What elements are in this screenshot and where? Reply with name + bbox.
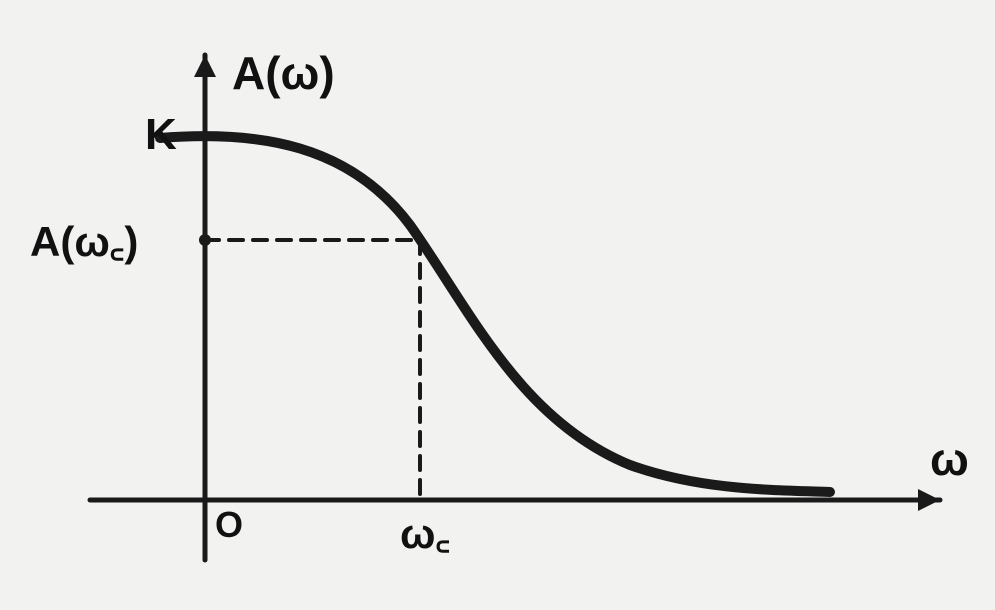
ytick-Awc-marker [199, 234, 211, 246]
origin-label: O [215, 504, 243, 546]
y-axis-title: A(ω) [232, 46, 335, 100]
ytick-K-label: K [145, 110, 177, 160]
frequency-response-chart [0, 0, 995, 610]
ytick-Awc-label: A(ω꜀) [30, 212, 138, 269]
x-axis-title: ω [930, 432, 969, 486]
xtick-wc-label: ω꜀ [400, 504, 450, 561]
